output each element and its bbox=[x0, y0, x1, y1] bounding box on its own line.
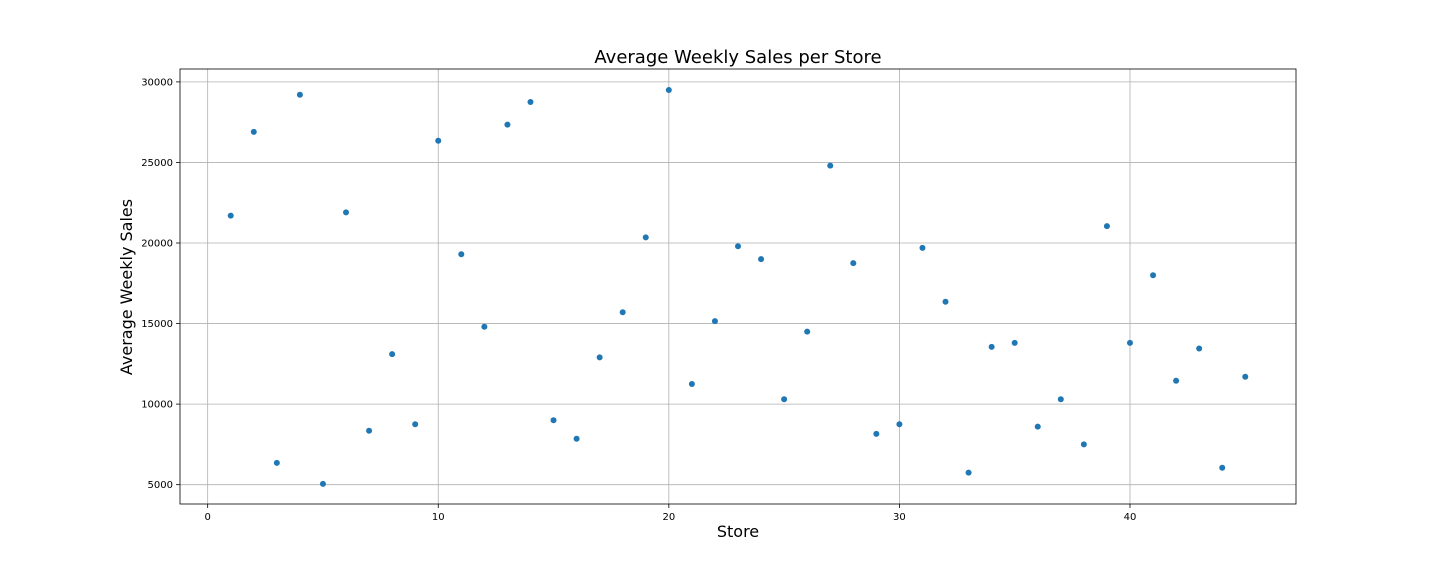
data-point bbox=[1057, 396, 1064, 403]
y-tick-label: 30000 bbox=[141, 77, 173, 88]
data-point bbox=[758, 256, 765, 263]
data-point bbox=[1242, 373, 1249, 380]
data-point bbox=[688, 380, 695, 387]
data-point bbox=[965, 469, 972, 476]
data-point bbox=[296, 91, 303, 98]
data-point bbox=[573, 435, 580, 442]
data-point bbox=[804, 328, 811, 335]
data-point bbox=[827, 162, 834, 169]
data-point bbox=[850, 260, 857, 267]
data-point bbox=[435, 137, 442, 144]
y-axis: 5000 10000 15000 20000 25000 30000 bbox=[141, 77, 180, 491]
data-point bbox=[527, 99, 534, 106]
data-point bbox=[319, 480, 326, 487]
x-tick-label: 0 bbox=[204, 512, 210, 523]
data-point bbox=[1103, 223, 1110, 230]
data-point bbox=[366, 427, 373, 434]
data-point bbox=[250, 128, 257, 135]
x-tick-label: 40 bbox=[1124, 512, 1137, 523]
x-axis: 0 10 20 30 40 bbox=[204, 504, 1136, 523]
data-point bbox=[273, 459, 280, 466]
plot-area-frame bbox=[179, 68, 1297, 505]
data-point bbox=[619, 309, 626, 316]
y-tick-label: 25000 bbox=[141, 158, 173, 169]
data-point bbox=[781, 396, 788, 403]
chart-title: Average Weekly Sales per Store bbox=[594, 47, 881, 68]
x-tick-label: 30 bbox=[893, 512, 906, 523]
y-tick-label: 5000 bbox=[148, 480, 173, 491]
y-tick-label: 20000 bbox=[141, 239, 173, 250]
data-point bbox=[735, 243, 741, 250]
data-point bbox=[1150, 272, 1157, 279]
data-point bbox=[665, 86, 672, 93]
data-point bbox=[481, 323, 488, 330]
y-axis-title: Average Weekly Sales bbox=[117, 199, 136, 375]
data-point bbox=[1034, 423, 1041, 430]
data-point bbox=[550, 417, 557, 424]
data-points bbox=[227, 86, 1249, 487]
x-tick-label: 10 bbox=[432, 512, 445, 523]
data-point bbox=[389, 351, 396, 358]
data-point bbox=[1011, 339, 1018, 346]
data-point bbox=[896, 421, 903, 428]
grid-layer bbox=[180, 69, 1296, 504]
data-point bbox=[642, 234, 649, 241]
data-point bbox=[1219, 464, 1226, 471]
data-point bbox=[988, 343, 995, 350]
data-point bbox=[504, 121, 511, 128]
x-axis-title: Store bbox=[717, 522, 759, 541]
x-tick-label: 20 bbox=[662, 512, 675, 523]
data-point bbox=[343, 209, 350, 216]
data-point bbox=[1173, 377, 1180, 384]
data-point bbox=[1196, 345, 1203, 352]
data-point bbox=[1080, 441, 1087, 448]
data-point bbox=[227, 212, 234, 219]
data-point bbox=[942, 298, 949, 305]
data-point bbox=[458, 251, 465, 258]
data-point bbox=[711, 318, 718, 325]
data-point bbox=[596, 354, 603, 361]
data-point bbox=[919, 244, 926, 251]
data-point bbox=[873, 430, 880, 437]
data-point bbox=[1126, 339, 1133, 346]
y-tick-label: 10000 bbox=[141, 400, 173, 411]
y-tick-label: 15000 bbox=[141, 319, 173, 330]
data-point bbox=[412, 421, 419, 428]
